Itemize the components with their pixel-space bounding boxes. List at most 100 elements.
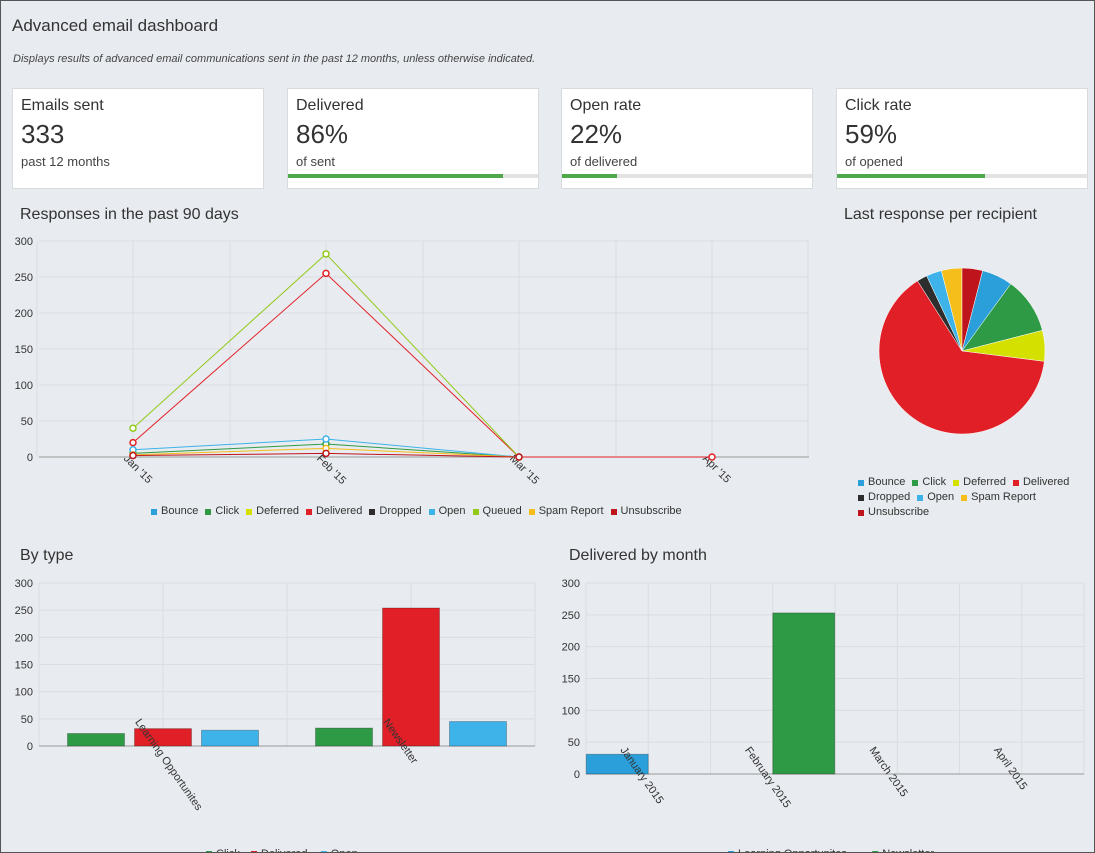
pie-slice <box>878 280 1045 435</box>
stat-card-click-rate: Click rate 59% of opened <box>836 88 1088 189</box>
stat-sub: of opened <box>845 154 903 169</box>
legend-item[interactable]: Click <box>912 475 946 490</box>
legend-label: Delivered <box>1022 476 1070 488</box>
legend-swatch <box>320 851 327 852</box>
y-tick-label: 50 <box>568 737 580 749</box>
responses-line-chart: 0 50 100 150 200 250 300 Jan '15 Feb '15 Mar '15 A… <box>15 236 809 487</box>
page-title: Advanced email dashboard <box>12 16 219 35</box>
stat-card-emails-sent: Emails sent 333 past 12 months <box>12 88 264 189</box>
legend-swatch <box>953 479 960 486</box>
y-tick-label: 0 <box>27 452 33 464</box>
legend-label: Newsletter <box>882 848 934 853</box>
y-tick-label: 300 <box>15 236 33 248</box>
series-line <box>132 272 712 458</box>
legend-label: Unsubscribe <box>620 505 682 517</box>
legend-label: Bounce <box>868 476 906 488</box>
legend-swatch <box>961 494 968 501</box>
legend-label: Spam Report <box>971 491 1036 503</box>
legend-swatch <box>917 494 924 501</box>
x-tick-label: March 2015 <box>867 745 910 799</box>
y-tick-label: 250 <box>15 272 33 284</box>
type-chart-title: By type <box>20 547 74 564</box>
legend-item[interactable]: Deferred <box>953 475 1006 490</box>
bar <box>201 729 259 747</box>
stat-value: 59% <box>845 119 898 149</box>
y-tick-label: 0 <box>27 741 33 753</box>
pie-chart-title: Last response per recipient <box>844 206 1037 223</box>
page-subtitle: Displays results of advanced email commu… <box>13 53 536 65</box>
legend-label: Delivered <box>261 848 307 853</box>
legend-item[interactable]: Dropped <box>369 504 422 519</box>
progress-track <box>562 174 812 178</box>
bar <box>449 721 507 747</box>
progress-fill <box>837 174 985 178</box>
legend-item[interactable]: Open <box>428 504 466 519</box>
legend-item[interactable]: Unsubscribe <box>610 504 682 519</box>
y-tick-label: 200 <box>562 642 580 654</box>
legend-label: Bounce <box>161 505 199 517</box>
data-point <box>515 453 523 461</box>
legend-swatch <box>858 509 864 516</box>
legend-item[interactable]: Delivered <box>305 504 362 519</box>
stat-card-delivered: Delivered 86% of sent <box>287 88 539 189</box>
data-point <box>322 250 330 258</box>
legend-swatch <box>206 851 212 852</box>
y-tick-label: 150 <box>15 660 33 672</box>
x-tick-label: Apr '15 <box>700 453 733 486</box>
legend-swatch <box>428 508 435 515</box>
x-tick-label: Feb '15 <box>314 453 348 487</box>
progress-track <box>288 174 538 178</box>
bar <box>585 753 649 775</box>
y-tick-label: 300 <box>15 578 33 590</box>
legend-item[interactable]: Deferred <box>246 504 299 519</box>
legend-swatch <box>251 851 257 852</box>
data-point <box>708 453 716 461</box>
legend-item[interactable]: Dropped <box>858 490 910 505</box>
legend-item[interactable]: Spam Report <box>961 490 1036 505</box>
stat-label: Click rate <box>845 97 912 114</box>
legend-swatch <box>151 508 157 515</box>
progress-track <box>837 174 1087 178</box>
y-tick-label: 200 <box>15 632 33 644</box>
y-tick-label: 300 <box>562 578 580 590</box>
legend-swatch <box>912 479 919 486</box>
data-point <box>129 424 137 432</box>
stat-label: Delivered <box>296 97 364 114</box>
y-tick-label: 150 <box>15 344 33 356</box>
month-chart-title: Delivered by month <box>569 547 707 564</box>
legend-label: Open <box>438 505 466 517</box>
y-tick-label: 100 <box>562 705 580 717</box>
legend-item[interactable]: Click <box>205 504 239 519</box>
y-tick-label: 150 <box>562 674 580 686</box>
y-tick-label: 100 <box>15 380 33 392</box>
legend-item[interactable]: Spam Report <box>528 504 604 519</box>
stat-sub: of sent <box>296 154 336 169</box>
y-tick-label: 50 <box>21 416 33 428</box>
y-tick-label: 0 <box>574 769 580 781</box>
legend-item[interactable]: Delivered <box>1012 475 1070 490</box>
legend-label: Open <box>927 491 955 503</box>
legend-label: Click <box>922 476 947 488</box>
responses-chart-title: Responses in the past 90 days <box>20 206 239 223</box>
legend-label: Deferred <box>963 476 1006 488</box>
stat-value: 86% <box>296 119 349 149</box>
legend-swatch <box>472 508 479 515</box>
y-tick-label: 250 <box>15 605 33 617</box>
legend-swatch <box>1012 479 1019 486</box>
stat-card-open-rate: Open rate 22% of delivered <box>561 88 813 189</box>
stat-label: Emails sent <box>21 97 104 114</box>
legend-item[interactable]: Unsubscribe <box>858 505 929 520</box>
x-tick-label: Mar '15 <box>507 453 541 487</box>
legend-item[interactable]: Open <box>917 490 954 505</box>
y-tick-label: 50 <box>21 714 33 726</box>
legend-item[interactable]: Queued <box>472 504 522 519</box>
legend-label: Deferred <box>256 505 299 517</box>
legend-swatch <box>369 508 376 515</box>
legend-item[interactable]: Bounce <box>151 504 198 519</box>
y-tick-label: 200 <box>15 308 33 320</box>
legend-item[interactable]: Bounce <box>858 475 905 490</box>
y-tick-label: 250 <box>562 610 580 622</box>
